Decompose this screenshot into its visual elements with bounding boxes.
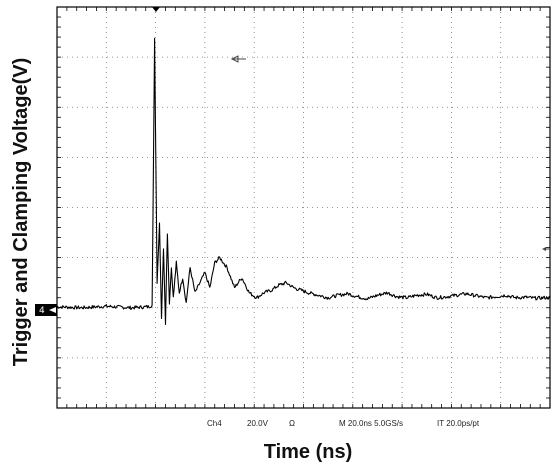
right-level-arrow-icon	[542, 247, 550, 251]
trigger-level-arrow-icon	[230, 55, 246, 63]
ground-marker-label: 4	[39, 306, 45, 316]
record-length-readout: IT 20.0ps/pt	[437, 419, 480, 428]
trace-layer	[56, 37, 551, 326]
volts-per-div-readout: 20.0V	[247, 419, 269, 428]
channel-ground-marker: 4	[35, 304, 57, 316]
grid	[56, 6, 551, 409]
timebase-readout: M 20.0ns 5.0GS/s	[339, 419, 403, 428]
y-axis-label: Trigger and Clamping Voltage(V)	[10, 58, 32, 367]
trigger-position-marker	[152, 7, 160, 12]
channel-readout: Ch4	[207, 419, 222, 428]
coupling-readout: Ω	[289, 419, 295, 428]
voltage-trace	[56, 37, 551, 326]
x-axis-label: Time (ns)	[264, 441, 353, 463]
